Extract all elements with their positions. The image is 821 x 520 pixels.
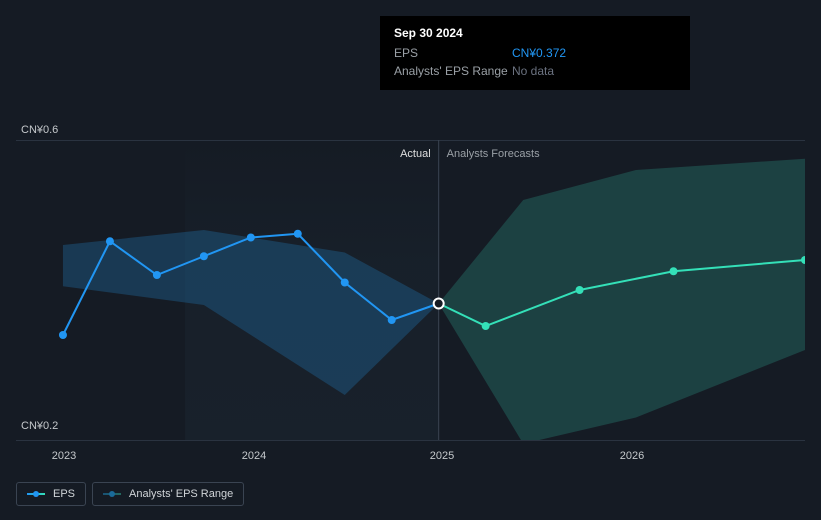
legend-marker-eps-icon: [27, 491, 45, 497]
eps-point[interactable]: [153, 271, 161, 279]
tooltip-value: CN¥0.372: [512, 46, 676, 60]
eps-point[interactable]: [247, 234, 255, 242]
legend-marker-range-icon: [103, 491, 121, 497]
legend-label: Analysts' EPS Range: [129, 488, 233, 500]
range-band-forecast: [439, 159, 805, 440]
tooltip-row: Analysts' EPS RangeNo data: [394, 62, 676, 80]
eps-point[interactable]: [59, 331, 67, 339]
eps-point[interactable]: [388, 316, 396, 324]
tooltip-date: Sep 30 2024: [394, 26, 676, 40]
tooltip-label: EPS: [394, 46, 512, 60]
tooltip-value: No data: [512, 64, 676, 78]
eps-point[interactable]: [106, 237, 114, 245]
chart-tooltip: Sep 30 2024 EPSCN¥0.372Analysts' EPS Ran…: [380, 16, 690, 90]
x-axis-label: 2025: [430, 450, 454, 462]
eps-point[interactable]: [294, 230, 302, 238]
legend-item-eps[interactable]: EPS: [16, 482, 86, 506]
tooltip-label: Analysts' EPS Range: [394, 64, 512, 78]
eps-chart[interactable]: [16, 140, 805, 440]
eps-point[interactable]: [200, 252, 208, 260]
eps-point[interactable]: [482, 322, 490, 330]
x-axis-line: [16, 440, 805, 441]
x-axis-label: 2026: [620, 450, 644, 462]
legend: EPS Analysts' EPS Range: [16, 482, 244, 506]
y-axis-label: CN¥0.6: [21, 124, 58, 136]
eps-point[interactable]: [670, 267, 678, 275]
x-axis-label: 2024: [242, 450, 266, 462]
legend-item-range[interactable]: Analysts' EPS Range: [92, 482, 244, 506]
x-axis-label: 2023: [52, 450, 76, 462]
eps-point[interactable]: [576, 286, 584, 294]
legend-label: EPS: [53, 488, 75, 500]
eps-point[interactable]: [341, 279, 349, 287]
eps-point[interactable]: [434, 299, 444, 309]
tooltip-row: EPSCN¥0.372: [394, 44, 676, 62]
